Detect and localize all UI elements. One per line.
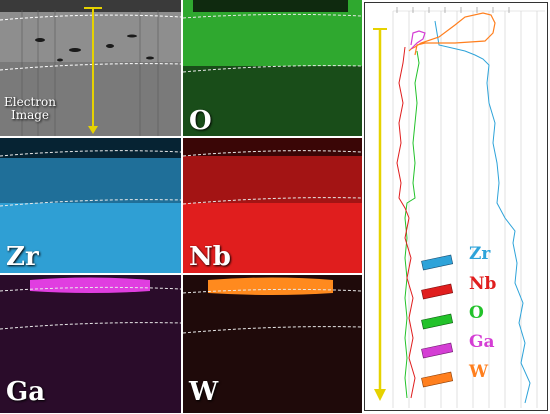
legend-label-nb: Nb [469, 274, 497, 294]
zirconium-map: Zr [0, 138, 181, 273]
line-scan-profile: Zr Nb O Ga W [364, 2, 548, 411]
gallium-map-label: Ga [6, 377, 46, 407]
legend-swatches [421, 254, 454, 388]
legend-label-zr: Zr [469, 244, 491, 264]
legend-label-o: O [469, 303, 484, 323]
electron-image-label: Electron Image [4, 95, 56, 122]
gallium-map-graphic [0, 275, 181, 413]
tungsten-map-graphic [183, 275, 362, 413]
ga-profile-line [410, 30, 426, 50]
niobium-map: Nb [183, 138, 362, 273]
electron-image-graphic [0, 0, 181, 136]
zirconium-map-graphic [0, 138, 181, 273]
oxygen-map: O [183, 0, 362, 136]
niobium-map-label: Nb [189, 242, 231, 272]
gallium-map: Ga [0, 275, 181, 413]
depth-arrow-right [373, 28, 387, 401]
legend-label-ga: Ga [469, 332, 495, 352]
oxygen-map-label: O [189, 106, 212, 136]
o-profile-line [404, 50, 420, 399]
tungsten-map: W [183, 275, 362, 413]
legend-label-w: W [469, 362, 489, 382]
zirconium-map-label: Zr [6, 242, 39, 272]
w-profile-line [408, 12, 496, 56]
line-scan-graphic [373, 7, 545, 408]
tungsten-map-label: W [189, 377, 219, 407]
zr-profile-line [434, 20, 531, 404]
niobium-map-graphic [183, 138, 362, 273]
depth-arrow-left [84, 7, 102, 134]
oxygen-map-graphic [183, 0, 362, 136]
electron-image-map: Electron Image [0, 0, 181, 136]
nb-profile-line [396, 46, 416, 399]
